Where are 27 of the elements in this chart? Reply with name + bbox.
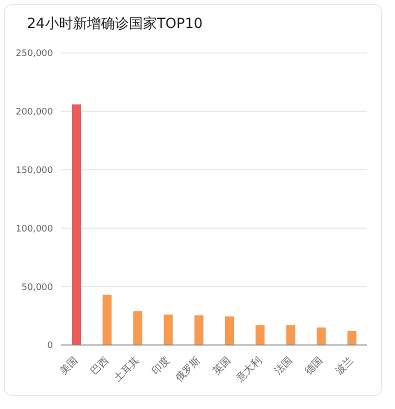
y-tick-label: 200,000 <box>16 108 54 118</box>
bar <box>316 327 326 345</box>
x-tick-label: 土耳其 <box>112 354 142 384</box>
x-tick-label: 波兰 <box>333 354 356 378</box>
x-tick-label: 英国 <box>210 354 234 378</box>
bar <box>133 311 142 345</box>
x-tick-label: 俄罗斯 <box>173 354 203 384</box>
bar <box>194 315 204 345</box>
x-tick-label: 巴西 <box>89 355 111 378</box>
y-tick-label: 250,000 <box>16 49 54 60</box>
x-tick-label: 美国 <box>58 354 80 378</box>
y-tick-label: 150,000 <box>16 166 54 176</box>
x-tick-label: 法国 <box>272 354 295 378</box>
y-tick-label: 50,000 <box>22 282 54 293</box>
bar <box>164 314 173 345</box>
x-tick-label: 德国 <box>303 355 326 378</box>
bar <box>286 325 296 345</box>
y-tick-label: 0 <box>47 341 54 352</box>
chart-title: 24小时新增确诊国家TOP10 <box>27 15 203 33</box>
x-tick-label: 意大利 <box>234 354 264 385</box>
y-tick-label: 100,000 <box>16 224 54 234</box>
bar <box>225 316 234 345</box>
bar <box>256 325 265 345</box>
bar <box>347 330 356 345</box>
bar <box>102 294 112 345</box>
x-tick-label: 印度 <box>150 354 172 378</box>
bar <box>72 104 81 345</box>
